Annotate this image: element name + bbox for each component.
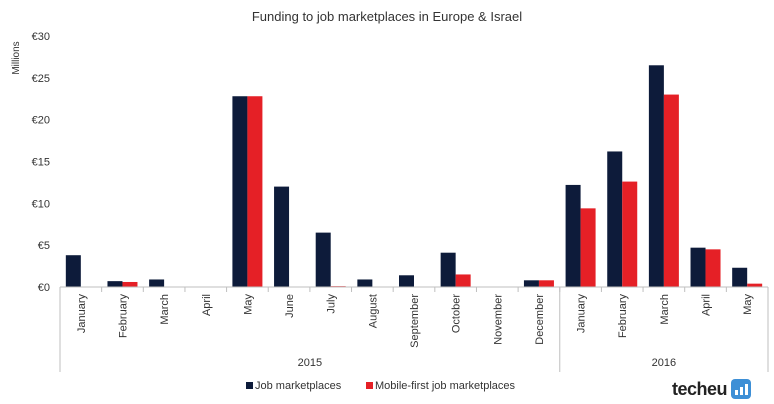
legend-label: Mobile-first job marketplaces	[375, 380, 515, 392]
y-axis-title: Millions	[11, 41, 22, 74]
x-tick-label: February	[617, 294, 629, 339]
bar-job-marketplaces-0	[65, 255, 81, 287]
bar-job-marketplaces-2	[149, 279, 165, 287]
legend-swatch	[246, 382, 253, 389]
bar-mobile-first-12	[580, 208, 596, 287]
legend-label: Job marketplaces	[255, 380, 342, 392]
bar-job-marketplaces-6	[315, 232, 331, 287]
bar-job-marketplaces-11	[523, 280, 539, 287]
x-tick-label: September	[409, 294, 421, 348]
y-tick-label: €30	[32, 31, 50, 43]
x-tick-label: February	[117, 294, 129, 339]
logo-text: techeu	[672, 378, 728, 399]
bar-job-marketplaces-8	[399, 275, 414, 287]
techeu-logo: techeu	[672, 378, 752, 400]
bar-mobile-first-4	[247, 96, 263, 288]
bar-mobile-first-15	[705, 249, 721, 287]
x-tick-label: January	[576, 294, 588, 334]
y-tick-label: €10	[32, 198, 50, 210]
bar-job-marketplaces-12	[565, 184, 581, 287]
bar-job-marketplaces-7	[357, 279, 373, 287]
bar-chart-icon	[731, 379, 752, 399]
bar-mobile-first-1	[122, 281, 138, 287]
x-tick-label: July	[326, 294, 338, 314]
y-axis-ticks: €0 €5 €10 €15 €20 €25 €30	[32, 31, 50, 294]
x-tick-label: April	[701, 294, 713, 316]
bar-job-marketplaces-14	[648, 65, 664, 288]
y-tick-label: €25	[32, 73, 50, 85]
x-tick-label: April	[201, 294, 213, 316]
bar-job-marketplaces-4	[232, 96, 248, 288]
bar-job-marketplaces-16	[732, 267, 748, 287]
legend-swatch	[366, 382, 373, 389]
bars	[65, 65, 763, 288]
bar-mobile-first-16	[747, 283, 763, 287]
chart-title: Funding to job marketplaces in Europe & …	[252, 9, 522, 24]
y-tick-label: €20	[32, 115, 50, 127]
bar-job-marketplaces-9	[440, 252, 456, 287]
group-label: 2015	[298, 357, 322, 369]
group-label: 2016	[652, 357, 676, 369]
bar-job-marketplaces-15	[690, 247, 706, 287]
y-tick-label: €5	[38, 240, 50, 252]
x-tick-label: May	[242, 294, 254, 315]
bar-mobile-first-11	[538, 280, 554, 287]
bar-job-marketplaces-1	[107, 281, 123, 287]
x-tick-label: March	[659, 294, 671, 325]
y-tick-label: €0	[38, 282, 50, 294]
y-tick-label: €15	[32, 157, 50, 169]
bar-job-marketplaces-5	[274, 186, 290, 287]
x-axis: January February March April May June July Augu…	[59, 286, 769, 372]
x-tick-label: August	[367, 294, 379, 328]
bar-mobile-first-14	[663, 94, 679, 287]
bar-mobile-first-9	[455, 274, 471, 287]
x-tick-label: March	[159, 294, 171, 325]
x-tick-label: December	[534, 294, 546, 345]
bar-job-marketplaces-13	[607, 151, 623, 287]
x-tick-label: October	[451, 294, 463, 333]
x-tick-label: May	[742, 294, 754, 315]
legend: Job marketplaces Mobile-first job marketp…	[246, 380, 515, 392]
x-tick-label: January	[76, 294, 88, 334]
bar-mobile-first-13	[622, 181, 638, 287]
x-tick-label: November	[492, 294, 504, 345]
x-tick-label: June	[284, 294, 296, 318]
